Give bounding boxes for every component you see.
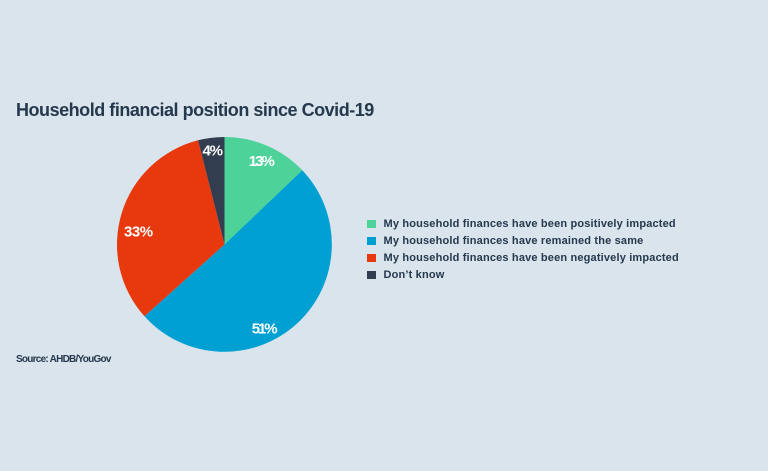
svg-text:4%: 4% [202,142,223,159]
svg-text:51%: 51% [251,320,277,337]
svg-text:33%: 33% [124,223,153,240]
svg-text:13%: 13% [248,153,274,170]
